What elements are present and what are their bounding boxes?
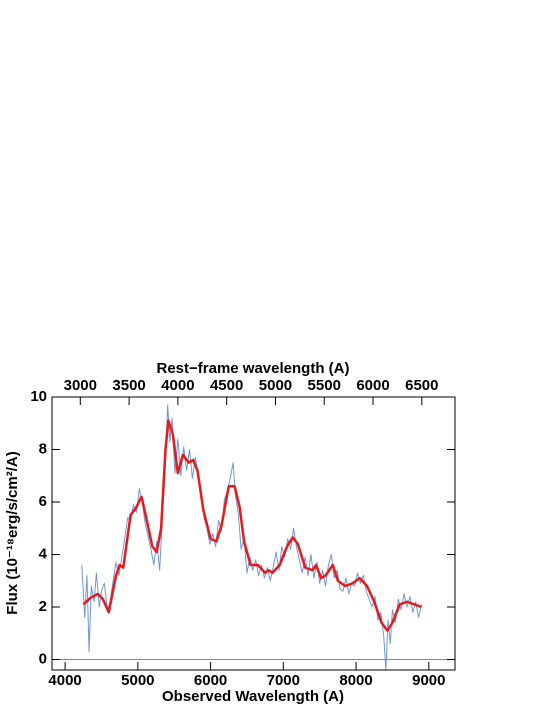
x-tick-label: 6000: [194, 672, 227, 689]
x-tick-label: 8000: [339, 672, 372, 689]
top-axis-title: Rest−frame wavelength (A): [157, 360, 350, 377]
x-tick-label: 5000: [121, 672, 154, 689]
top-tick-label: 4000: [161, 377, 194, 394]
x-tick-label: 9000: [412, 672, 445, 689]
y-tick-label: 2: [39, 598, 47, 615]
x-tick-label: 4000: [48, 672, 81, 689]
spectrum-line: [81, 404, 423, 671]
top-tick-label: 5000: [259, 377, 292, 394]
top-tick-label: 4500: [210, 377, 243, 394]
y-tick-label: 10: [30, 388, 47, 405]
y-tick-label: 6: [39, 493, 47, 510]
plot-frame: [51, 396, 456, 671]
top-tick-label: 3000: [64, 377, 97, 394]
y-axis-title: Flux (10⁻¹⁸erg/s/cm²/A): [4, 451, 21, 614]
y-tick-label: 4: [39, 545, 48, 562]
spectrum-line: [82, 419, 422, 632]
x-tick-label: 7000: [267, 672, 300, 689]
y-tick-label: 0: [39, 650, 47, 667]
y-tick-label: 8: [39, 440, 47, 457]
top-tick-label: 6000: [356, 377, 389, 394]
top-tick-label: 3500: [112, 377, 145, 394]
top-tick-label: 5500: [308, 377, 341, 394]
top-tick-label: 6500: [405, 377, 438, 394]
x-axis-title: Observed Wavelength (A): [162, 688, 344, 705]
